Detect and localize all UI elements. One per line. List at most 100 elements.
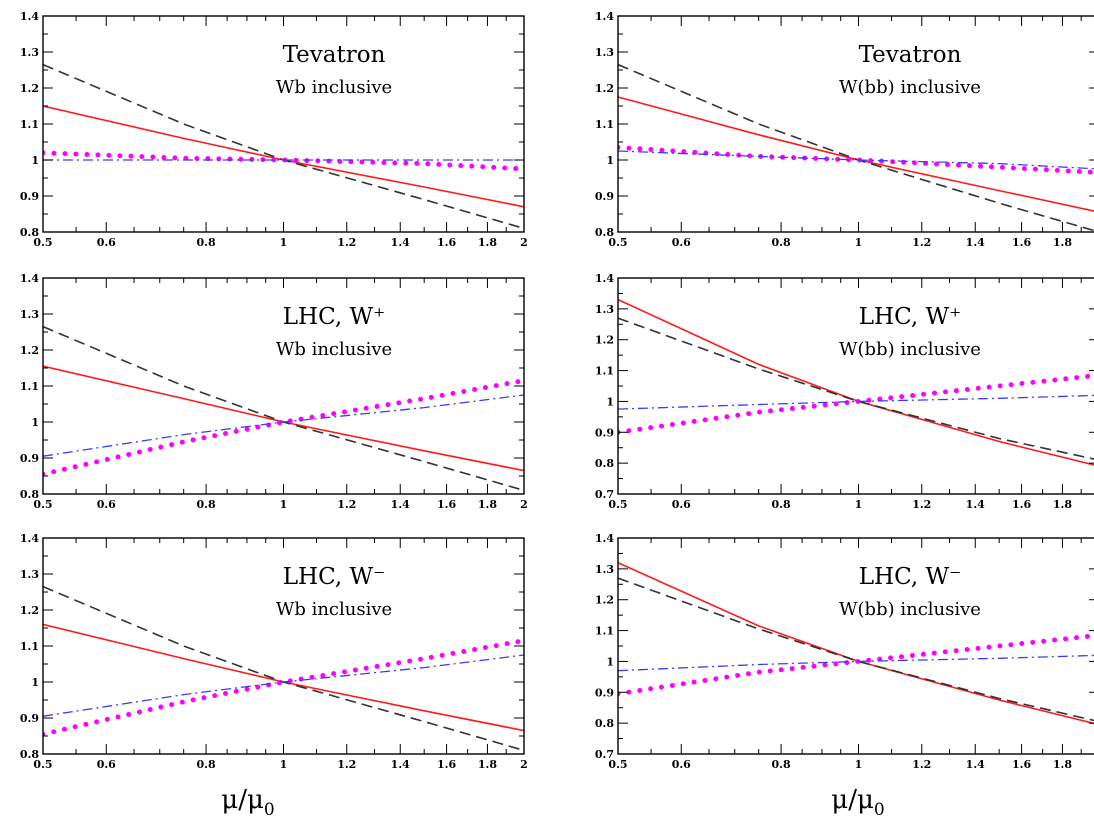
x-tick-label: 1.6 [437, 236, 456, 249]
x-tick-label: 0.5 [608, 236, 627, 249]
plot-frame [617, 537, 1094, 755]
series-line-solid [43, 105, 524, 208]
y-tick-label: 1.4 [20, 532, 39, 545]
x-tick-label: 1 [855, 236, 863, 249]
y-tick-label: 1.1 [595, 365, 614, 378]
y-tick-label: 1 [606, 395, 614, 408]
x-axis-label-main: μ/μ [831, 785, 874, 815]
x-tick-label: 1.8 [1053, 498, 1072, 511]
y-tick-label: 0.7 [595, 748, 614, 761]
x-tick-label: 1.4 [966, 758, 985, 771]
y-tick-label: 1.4 [595, 272, 614, 285]
y-tick-label: 1.4 [20, 10, 39, 23]
y-tick-label: 0.8 [595, 717, 614, 730]
panels-group: 0.8 0.9 1 1.1 1.2 1.3 1.4 0.5 0.6 0.8 1 1.2 1.4 1.6 1.… [20, 10, 1094, 771]
x-tick-label: 0.6 [97, 498, 116, 511]
x-axis-label-subscript: 0 [264, 800, 275, 820]
x-tick-label: 0.5 [608, 498, 627, 511]
series-line-dash-dot [43, 654, 524, 717]
y-tick-label: 1.4 [595, 532, 614, 545]
series-group [618, 63, 1094, 232]
x-tick-label: 1.8 [1053, 236, 1072, 249]
x-axis-label-right: μ/μ0 [831, 785, 884, 820]
panel-5: 0.8 0.9 1 1.1 1.2 1.3 1.4 0.5 0.6 0.8 1 1.2 1.4 1.6 1.… [20, 532, 528, 771]
x-tick-label: 1.8 [1053, 758, 1072, 771]
x-tick-label: 0.8 [197, 236, 216, 249]
panel-title: LHC, W⁺ [859, 304, 962, 330]
panel-subtitle: Wb inclusive [276, 339, 392, 360]
x-tick-label: 2 [520, 758, 528, 771]
series-line-dotted [618, 633, 1094, 697]
panel-subtitle: Wb inclusive [276, 77, 392, 98]
y-tick-label: 0.7 [595, 488, 614, 501]
y-tick-label: 1.3 [595, 46, 614, 59]
x-tick-label: 0.6 [672, 498, 691, 511]
x-tick-label: 0.8 [197, 758, 216, 771]
x-tick-label: 0.6 [672, 236, 691, 249]
series-line-solid [43, 623, 524, 732]
y-tick-label: 1.3 [20, 46, 39, 59]
y-tick-label: 1.1 [595, 118, 614, 131]
x-tick-label: 1.2 [337, 236, 356, 249]
panel-title: LHC, W⁻ [859, 564, 962, 590]
x-tick-label: 1 [280, 758, 288, 771]
y-tick-label: 1.2 [20, 604, 39, 617]
y-tick-label: 1.4 [20, 272, 39, 285]
plot-frame [617, 277, 1094, 495]
y-tick-label: 1.2 [595, 334, 614, 347]
panel-2: 0.8 0.9 1 1.1 1.2 1.3 1.4 0.5 0.6 0.8 1 1.2 1.4 1.6 1.… [595, 10, 1094, 249]
x-tick-label: 1 [280, 498, 288, 511]
x-tick-label: 1.4 [966, 498, 985, 511]
panel-title: Tevatron [859, 42, 962, 68]
series-line-solid [43, 365, 524, 472]
y-tick-label: 0.9 [595, 686, 614, 699]
x-tick-label: 1.6 [1012, 498, 1031, 511]
x-tick-label: 0.6 [97, 236, 116, 249]
y-tick-label: 0.8 [20, 488, 39, 501]
panel-title: LHC, W⁺ [283, 304, 386, 330]
y-tick-label: 1.1 [595, 625, 614, 638]
x-tick-label: 0.6 [672, 758, 691, 771]
panel-subtitle: Wb inclusive [276, 599, 392, 620]
series-line-dash-dot [618, 150, 1094, 170]
x-tick-label: 1.4 [391, 236, 410, 249]
x-tick-label: 0.8 [772, 498, 791, 511]
x-tick-label: 1.2 [912, 498, 931, 511]
series-line-dotted [43, 638, 524, 737]
panel-subtitle: W(bb) inclusive [839, 339, 981, 360]
x-tick-label: 1.8 [478, 498, 497, 511]
series-group [43, 63, 524, 230]
panel-subtitle: W(bb) inclusive [839, 77, 981, 98]
x-axis-label-subscript: 0 [874, 800, 885, 820]
y-tick-label: 0.9 [20, 190, 39, 203]
series-group [43, 585, 524, 752]
y-tick-label: 1.2 [20, 82, 39, 95]
series-line-dotted [43, 150, 524, 172]
x-tick-label: 1.2 [912, 758, 931, 771]
y-tick-label: 0.8 [595, 457, 614, 470]
x-tick-label: 0.8 [772, 758, 791, 771]
series-line-dotted [618, 373, 1094, 435]
x-tick-label: 1.6 [437, 498, 456, 511]
y-tick-label: 1 [31, 416, 39, 429]
y-tick-label: 0.8 [20, 226, 39, 239]
x-tick-label: 0.8 [772, 236, 791, 249]
panel-1: 0.8 0.9 1 1.1 1.2 1.3 1.4 0.5 0.6 0.8 1 1.2 1.4 1.6 1.… [20, 10, 528, 249]
y-tick-label: 0.9 [595, 190, 614, 203]
x-tick-label: 1.4 [391, 758, 410, 771]
y-tick-label: 1 [31, 154, 39, 167]
x-tick-label: 0.5 [33, 498, 52, 511]
y-tick-label: 1.4 [595, 10, 614, 23]
x-tick-label: 1.6 [437, 758, 456, 771]
y-tick-label: 1 [31, 676, 39, 689]
series-line-dash-dot [618, 394, 1094, 410]
y-tick-label: 1.1 [20, 640, 39, 653]
series-line-solid [618, 96, 1094, 212]
series-line-dash-dot [618, 654, 1094, 672]
x-tick-label: 0.6 [97, 758, 116, 771]
series-group [618, 298, 1094, 466]
y-tick-label: 1.1 [20, 380, 39, 393]
y-tick-label: 1.2 [595, 82, 614, 95]
x-tick-label: 1 [855, 498, 863, 511]
x-tick-label: 1.4 [391, 498, 410, 511]
